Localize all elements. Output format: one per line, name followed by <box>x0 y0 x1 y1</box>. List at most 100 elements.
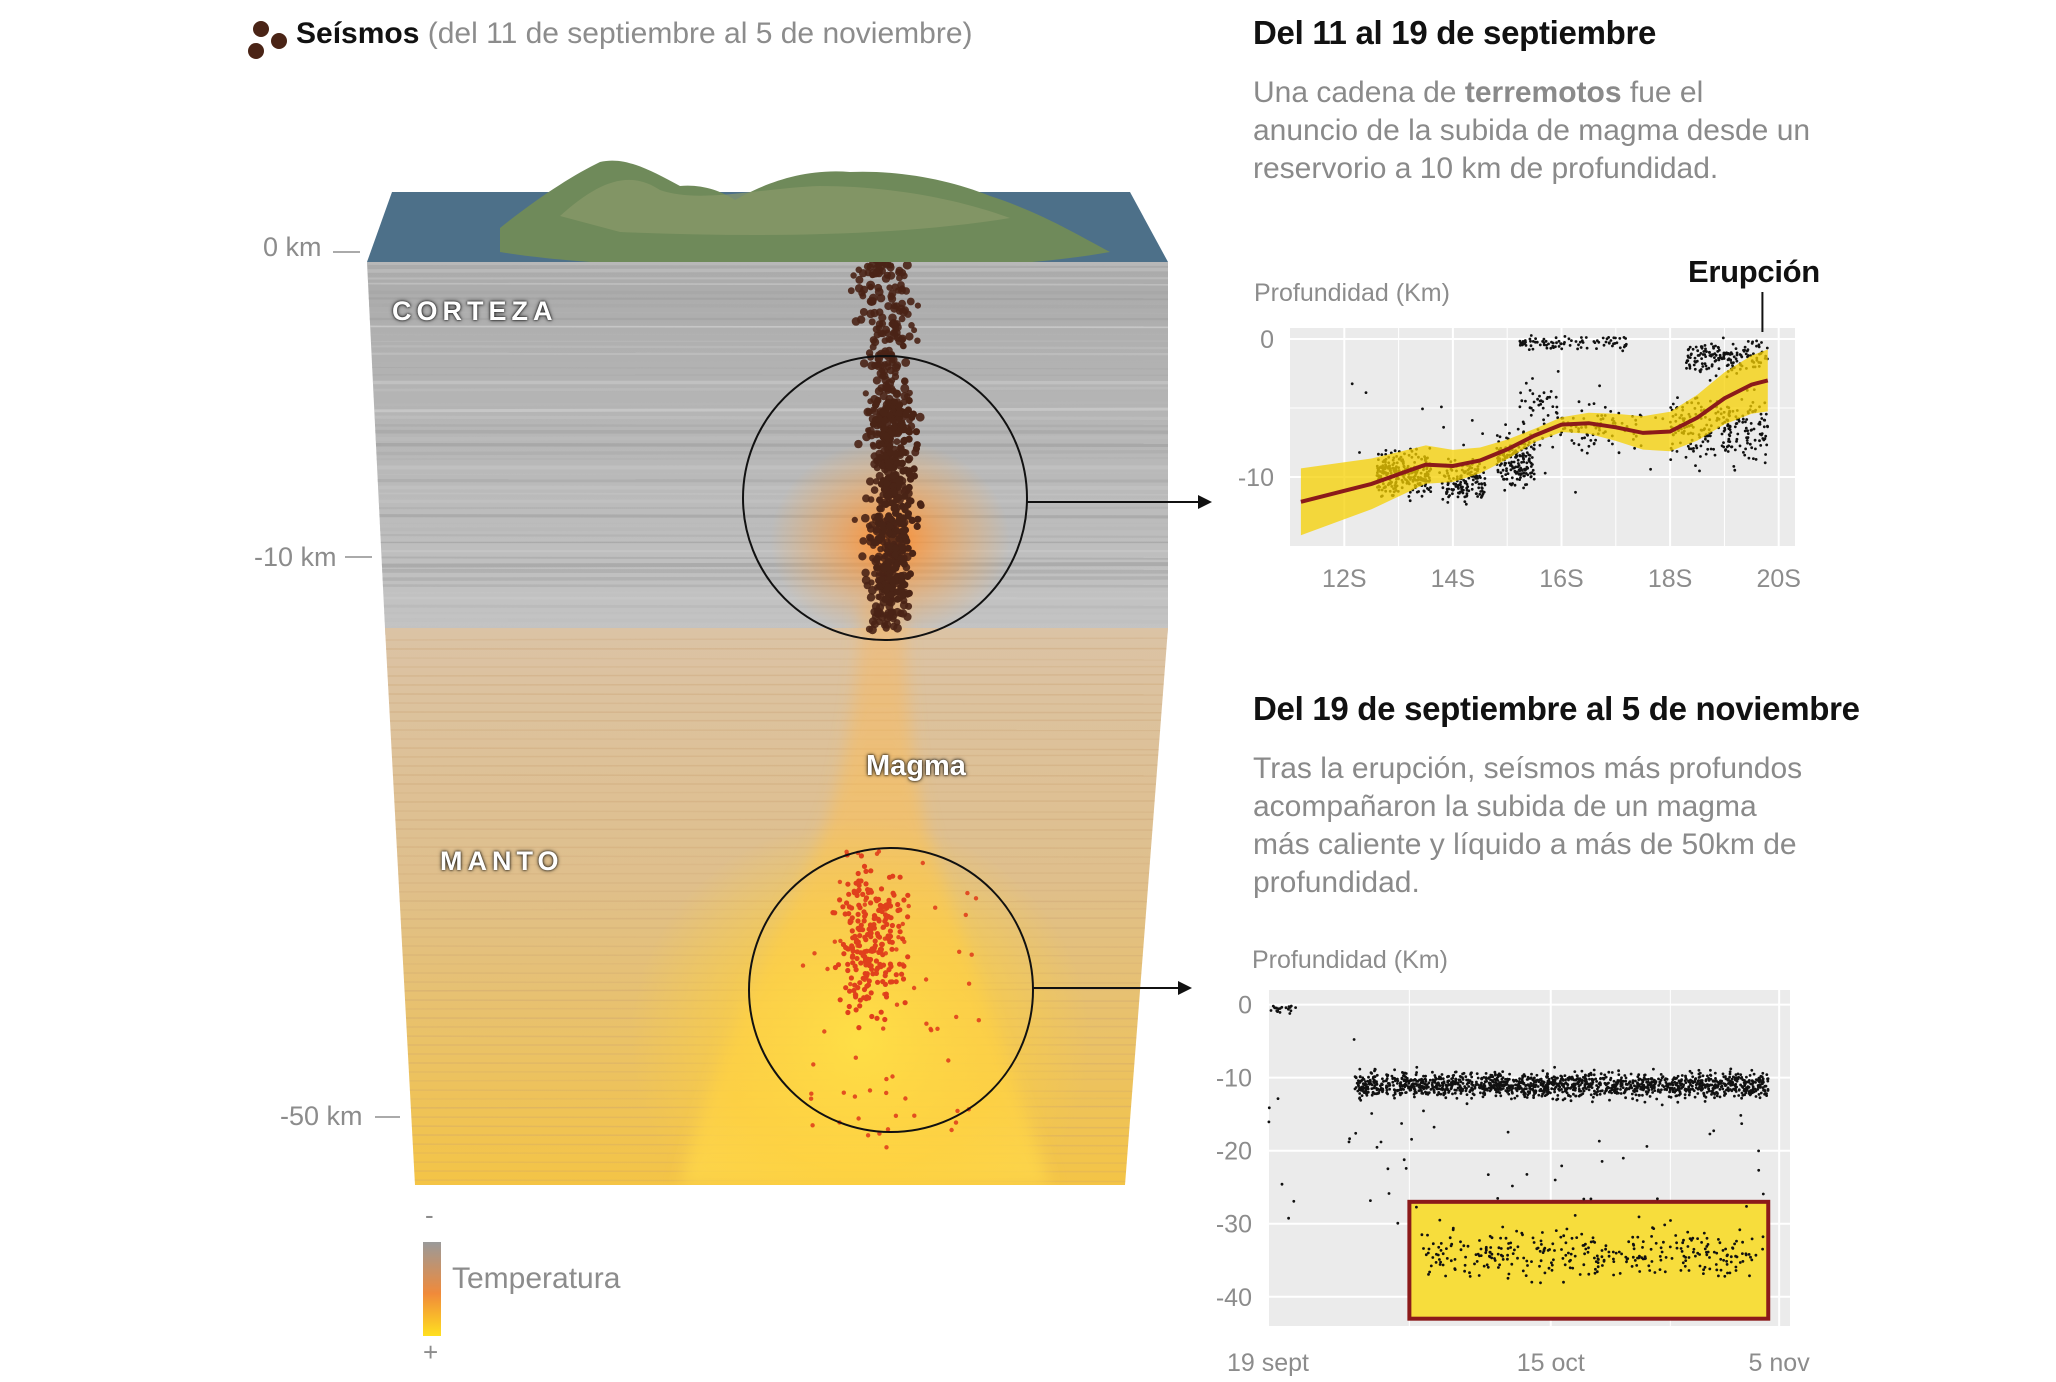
scatter-point <box>1574 490 1577 494</box>
scatter-point <box>1515 1079 1519 1083</box>
scatter-point <box>1764 412 1768 416</box>
scatter-point <box>1607 439 1611 442</box>
scatter-point <box>1593 1256 1596 1260</box>
scatter-point <box>1627 1087 1631 1091</box>
scatter-point <box>1537 403 1541 407</box>
crust-quake-dot <box>913 441 921 449</box>
scatter-point <box>1656 1197 1659 1201</box>
scatter-point <box>1673 1077 1677 1081</box>
mantle-quake-dot <box>872 938 878 944</box>
scatter-point <box>1735 1076 1738 1080</box>
scatter-point <box>1522 486 1525 490</box>
scatter-point <box>1698 369 1702 373</box>
scatter-point <box>1393 1091 1397 1095</box>
scatter-point <box>1674 1094 1678 1098</box>
mantle-quake-dot <box>871 916 877 922</box>
scatter-point <box>1437 1091 1441 1094</box>
scatter-point <box>1528 1091 1531 1095</box>
mantle-quake-dot <box>851 890 858 896</box>
scatter-point <box>1720 444 1724 448</box>
crust-quake-dot <box>911 327 918 334</box>
scatter-point <box>1362 1078 1366 1081</box>
crust-quake-dot <box>912 428 921 436</box>
scatter-point <box>1420 494 1424 498</box>
mantle-quake-dot <box>953 1120 959 1125</box>
mantle-quake-dot <box>878 886 885 892</box>
scatter-point <box>1440 1073 1444 1076</box>
scatter-point <box>1708 351 1711 354</box>
scatter-point <box>1498 1263 1501 1267</box>
scatter-point <box>1515 477 1519 481</box>
crust-quake-dot <box>914 337 921 344</box>
scatter-point <box>1522 1256 1526 1260</box>
scatter-point <box>1625 1088 1629 1091</box>
scatter-point <box>1516 465 1520 469</box>
scatter-point <box>1522 474 1526 478</box>
scatter-point <box>1408 499 1412 503</box>
scatter-point <box>1413 1095 1416 1099</box>
scatter-point <box>1735 440 1738 443</box>
scatter-point <box>1688 1091 1692 1094</box>
scatter-point <box>1525 465 1529 469</box>
scatter-point <box>1741 1252 1744 1255</box>
scatter-point <box>1599 1072 1603 1076</box>
scatter-point <box>1533 1084 1536 1088</box>
scatter-point <box>1591 1079 1594 1083</box>
scatter-point <box>1636 1235 1640 1239</box>
crust-quake-dot <box>876 505 884 513</box>
scatter-point <box>1714 374 1718 378</box>
scatter-point <box>1752 457 1755 460</box>
scatter-point <box>1525 461 1529 465</box>
temperature-label: Temperatura <box>452 1262 621 1295</box>
scatter-point <box>1511 1252 1515 1255</box>
scatter-point <box>1519 466 1522 470</box>
scatter-point <box>1611 442 1614 446</box>
scatter-point <box>1501 1225 1505 1229</box>
scatter-point <box>1453 482 1456 486</box>
scatter-point <box>1631 1079 1635 1083</box>
scatter-point <box>1521 452 1525 456</box>
scatter-point <box>1529 445 1533 449</box>
scatter-point <box>1551 1097 1555 1101</box>
scatter-point <box>1522 471 1526 475</box>
scatter-point <box>1461 1078 1465 1081</box>
crust-quake-dot <box>908 413 916 421</box>
scatter-point <box>1630 1265 1634 1268</box>
mantle-quake-dot <box>811 1062 816 1067</box>
scatter-point <box>1713 453 1717 457</box>
mantle-quake-dot <box>902 939 907 944</box>
scatter-point <box>1558 1082 1561 1085</box>
scatter-point <box>1407 1080 1411 1084</box>
mantle-quake-dot <box>882 1016 888 1023</box>
scatter-point <box>1449 1244 1453 1248</box>
scatter-point <box>1441 486 1445 490</box>
scatter-point <box>1540 1243 1543 1246</box>
scatter-point <box>1750 1237 1754 1241</box>
scatter-point <box>1598 1092 1602 1096</box>
scatter-point <box>1634 1093 1638 1097</box>
scatter-point <box>1759 412 1763 416</box>
scatter-point <box>1422 1109 1425 1113</box>
scatter-point <box>1503 1080 1507 1084</box>
scatter-point <box>1731 342 1735 346</box>
scatter-point <box>1498 435 1502 439</box>
scatter-point <box>1424 1090 1427 1094</box>
scatter-point <box>1679 1079 1683 1083</box>
scatter-point <box>1644 1078 1648 1081</box>
scatter-point <box>1687 1256 1691 1259</box>
scatter-point <box>1646 1090 1650 1094</box>
scatter-point <box>1719 1257 1723 1261</box>
scatter-point <box>1589 1240 1593 1244</box>
scatter-point <box>1569 1099 1573 1103</box>
scatter-point <box>1546 414 1550 417</box>
scatter-point <box>1582 1197 1586 1201</box>
scatter-point <box>1591 1100 1594 1104</box>
mantle-quake-dot <box>845 961 851 967</box>
crust-quake-dot <box>913 522 921 531</box>
scatter-point <box>1538 394 1541 398</box>
scatter-point <box>1718 1241 1722 1245</box>
scatter-point <box>1744 426 1748 430</box>
scatter-point <box>1707 1084 1711 1088</box>
scatter-point <box>1409 1086 1412 1090</box>
